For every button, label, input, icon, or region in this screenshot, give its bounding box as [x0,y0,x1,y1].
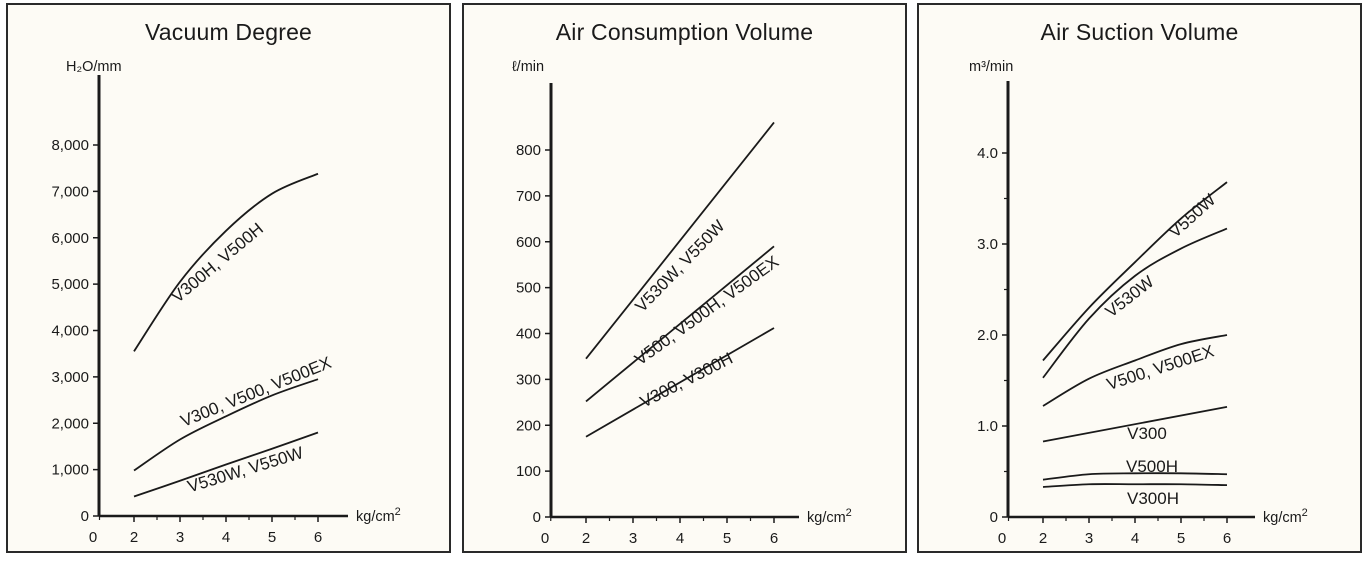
vacuum-degree-plot: H₂O/mm kg/cm2 0 1,000 2,000 3,000 4,000 5,000 6,… [51,59,401,546]
x-tick-label: 6 [1223,530,1231,547]
x-tick-label: 4 [1131,530,1139,547]
series-line [133,378,319,472]
x-axis-unit-superscript: 2 [1302,507,1308,519]
series-label: V500, V500H, V500EX [631,252,782,369]
x-axis-unit-superscript: 2 [846,507,852,519]
x-tick-label: 2 [582,530,590,547]
y-tick-label: 200 [516,417,541,434]
chart-title: Air Suction Volume [1040,19,1239,45]
x-axis-unit-superscript: 2 [395,506,401,518]
y-tick-label: 1.0 [977,418,998,435]
series-line [1042,181,1228,362]
series-line [1042,334,1228,407]
x-tick-label: 5 [723,530,731,547]
series-line [1042,227,1228,379]
y-tick-label: 3.0 [977,236,998,253]
y-tick-label: 3,000 [51,369,89,386]
y-tick-label: 0 [990,509,998,526]
series-label: V300, V500, V500EX [178,353,334,431]
series-line [585,327,775,438]
y-tick-label: 0 [81,508,89,525]
y-tick-label: 4.0 [977,145,998,162]
series-line [1042,406,1228,443]
y-tick-label: 1,000 [51,462,89,479]
series-line [133,431,319,498]
x-tick-label: 3 [176,529,184,546]
x-tick-label: 0 [998,530,1006,547]
x-tick-label: 6 [770,530,778,547]
y-tick-label: 300 [516,371,541,388]
y-tick-label: 7,000 [51,183,89,200]
x-tick-label: 0 [89,529,97,546]
series-line [585,245,775,403]
x-axis-unit: kg/cm2 [807,507,852,526]
series-line [1042,483,1228,488]
y-tick-label: 8,000 [51,137,89,154]
x-tick-label: 5 [268,529,276,546]
y-tick-label: 100 [516,463,541,480]
y-tick-label: 0 [533,509,541,526]
chart-title: Vacuum Degree [144,19,313,45]
x-tick-label: 5 [1177,530,1185,547]
y-tick-label: 2.0 [977,327,998,344]
y-tick-label: 400 [516,326,541,343]
series-line [585,121,775,360]
air-consumption-plot: ℓ/min kg/cm2 0 100 200 300 400 500 600 700 800 0 2 3 4… [512,59,852,547]
x-tick-label: 0 [541,530,549,547]
series-line [1042,472,1228,481]
x-tick-label: 4 [222,529,230,546]
y-tick-label: 2,000 [51,415,89,432]
y-tick-label: 6,000 [51,230,89,247]
series-label: V550W [1165,190,1219,241]
x-tick-label: 4 [676,530,684,547]
y-tick-label: 700 [516,188,541,205]
x-tick-label: 2 [130,529,138,546]
y-axis-unit: ℓ/min [512,59,544,75]
x-axis-unit: kg/cm2 [1263,507,1308,526]
series-label: V500, V500EX [1104,342,1216,395]
y-tick-label: 4,000 [51,323,89,340]
vacuum-degree-panel: Vacuum Degree H₂O/mm kg/cm2 0 1,000 2,000 3,0… [6,3,451,553]
y-tick-label: 5,000 [51,276,89,293]
y-axis-unit: H₂O/mm [66,59,122,75]
air-consumption-panel: Air Consumption Volume ℓ/min kg/cm2 0 100 20… [462,3,907,553]
x-tick-label: 3 [1085,530,1093,547]
series-label: V500H [1126,457,1178,476]
y-tick-label: 600 [516,234,541,251]
y-tick-label: 500 [516,280,541,297]
chart-title: Air Consumption Volume [555,19,814,45]
x-tick-label: 2 [1039,530,1047,547]
x-tick-label: 6 [314,529,322,546]
x-axis-unit: kg/cm2 [356,506,401,525]
series-line [133,172,319,352]
series-label: V300 [1127,424,1167,443]
air-suction-panel: Air Suction Volume m³/min kg/cm2 0 1.0 2.0 3.… [917,3,1362,553]
series-label: V530W, V550W [185,443,305,496]
y-axis-unit: m³/min [969,59,1013,75]
series-label: V300H, V500H [168,219,267,306]
x-tick-label: 3 [629,530,637,547]
series-label: V300H [1127,489,1179,508]
y-tick-label: 800 [516,142,541,159]
